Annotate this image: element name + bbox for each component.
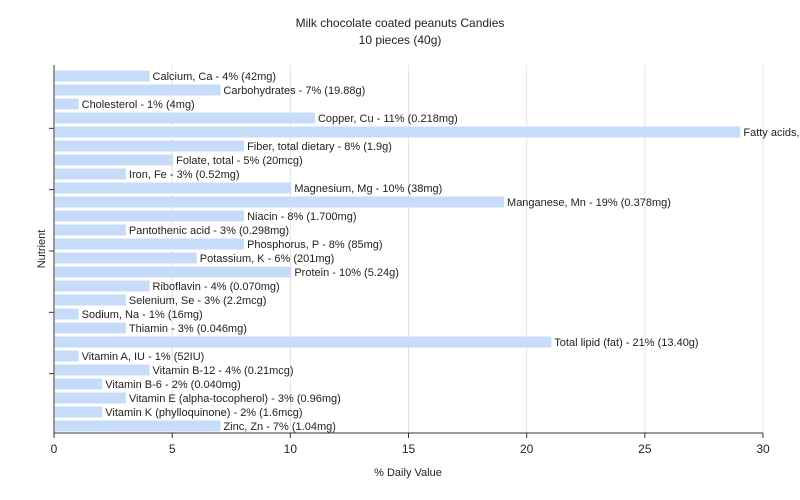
chart-subtitle: 10 pieces (40g) xyxy=(359,33,442,47)
x-tick-label: 15 xyxy=(402,442,416,456)
bars: Calcium, Ca - 4% (42mg) Carbohydrates - 7… xyxy=(55,70,800,433)
bar xyxy=(55,196,505,208)
bar xyxy=(55,84,221,96)
bar-label: Niacin - 8% (1.700mg) xyxy=(247,211,356,223)
chart-title: Milk chocolate coated peanuts Candies xyxy=(296,16,505,30)
bar xyxy=(55,126,741,138)
bar-label: Magnesium, Mg - 10% (38mg) xyxy=(294,183,442,195)
bar-label: Fiber, total dietary - 8% (1.9g) xyxy=(247,141,392,153)
bar xyxy=(55,308,79,320)
bar-label: Copper, Cu - 11% (0.218mg) xyxy=(318,113,458,125)
bar xyxy=(55,112,315,124)
bar xyxy=(55,350,79,362)
bar xyxy=(55,238,245,250)
bar-label: Iron, Fe - 3% (0.52mg) xyxy=(129,169,240,181)
bar xyxy=(55,168,126,180)
bar xyxy=(55,252,197,264)
bar-label: Fatty acids, total saturated - 29% (5.84… xyxy=(743,127,800,139)
bar-label: Calcium, Ca - 4% (42mg) xyxy=(153,71,276,83)
bar xyxy=(55,70,150,82)
bar-label: Vitamin B-12 - 4% (0.21mcg) xyxy=(153,365,294,377)
bar xyxy=(55,378,103,390)
bar xyxy=(55,224,126,236)
bar-label: Phosphorus, P - 8% (85mg) xyxy=(247,239,383,251)
bar-label: Sodium, Na - 1% (16mg) xyxy=(82,309,203,321)
x-tick-label: 25 xyxy=(638,442,652,456)
bar-label: Vitamin E (alpha-tocopherol) - 3% (0.96m… xyxy=(129,393,341,405)
bar xyxy=(55,98,79,110)
bar-label: Riboflavin - 4% (0.070mg) xyxy=(153,281,280,293)
bar-label: Carbohydrates - 7% (19.88g) xyxy=(223,85,365,97)
bar-label: Protein - 10% (5.24g) xyxy=(294,267,399,279)
bar-label: Cholesterol - 1% (4mg) xyxy=(82,99,195,111)
bar-label: Selenium, Se - 3% (2.2mcg) xyxy=(129,295,267,307)
bar xyxy=(55,406,103,418)
x-axis-label: % Daily Value xyxy=(374,467,442,479)
bar-label: Vitamin K (phylloquinone) - 2% (1.6mcg) xyxy=(105,407,302,419)
bar xyxy=(55,154,174,166)
x-tick-label: 10 xyxy=(284,442,298,456)
bar xyxy=(55,182,292,194)
bar xyxy=(55,392,126,404)
bar-label: Zinc, Zn - 7% (1.04mg) xyxy=(223,421,335,433)
bar xyxy=(55,140,245,152)
bar xyxy=(55,210,245,222)
x-axis-ticks: 0 5 10 15 20 25 30 xyxy=(51,433,770,456)
x-tick-label: 20 xyxy=(520,442,534,456)
x-tick-label: 30 xyxy=(756,442,770,456)
bar-label: Vitamin A, IU - 1% (52IU) xyxy=(82,351,205,363)
bar xyxy=(55,280,150,292)
bar-label: Potassium, K - 6% (201mg) xyxy=(200,253,334,265)
bar xyxy=(55,420,221,432)
y-axis-label: Nutrient xyxy=(36,230,48,269)
y-axis-ticks xyxy=(49,127,54,375)
bar xyxy=(55,336,552,348)
bar-label: Pantothenic acid - 3% (0.298mg) xyxy=(129,225,289,237)
bar-label: Total lipid (fat) - 21% (13.40g) xyxy=(554,337,698,349)
bar-label: Manganese, Mn - 19% (0.378mg) xyxy=(507,197,671,209)
bar xyxy=(55,322,126,334)
bar xyxy=(55,294,126,306)
grid-lines xyxy=(171,65,764,433)
bar-label: Folate, total - 5% (20mcg) xyxy=(176,155,303,167)
bar-label: Vitamin B-6 - 2% (0.040mg) xyxy=(105,379,241,391)
bar xyxy=(55,364,150,376)
x-tick-label: 5 xyxy=(169,442,176,456)
bar-label: Thiamin - 3% (0.046mg) xyxy=(129,323,247,335)
bar xyxy=(55,266,292,278)
x-tick-label: 0 xyxy=(51,442,58,456)
